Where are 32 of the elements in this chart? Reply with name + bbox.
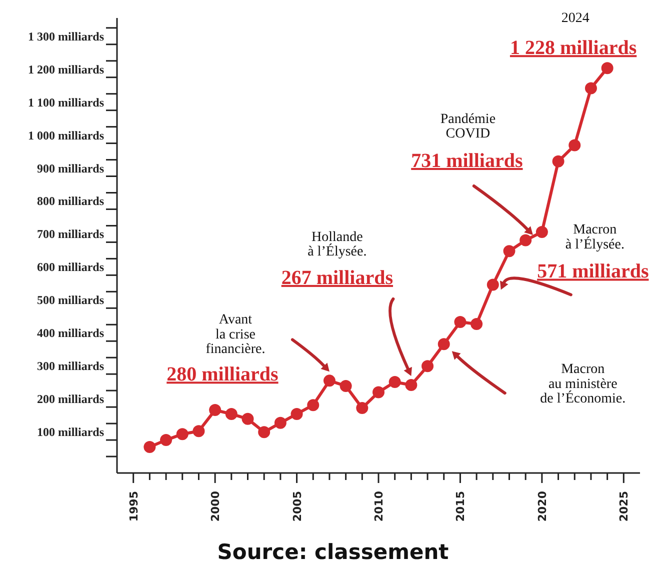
y-tick-label: 1 100 milliards [28, 95, 104, 110]
x-tick-label: 2025 [618, 491, 631, 522]
y-tick-label: 500 milliards [36, 293, 104, 308]
x-tick-label: 2020 [536, 490, 549, 522]
y-tick-label: 600 milliards [36, 260, 104, 274]
annotation: Avant la crise financière. [206, 312, 266, 358]
annotation: Macron au ministère de l’Économie. [540, 362, 626, 406]
annotation: Macron à l’Élysée. [565, 222, 624, 252]
annotation: 1 228 milliards [510, 37, 637, 60]
annotation: Pandémie COVID [440, 112, 496, 142]
y-tick-label: 800 milliards [36, 194, 104, 208]
annotation: 731 milliards [411, 150, 523, 172]
y-tick-label: 1 200 milliards [28, 62, 104, 76]
annotation: Hollande à l’Élysée. [308, 230, 367, 260]
x-tick-label: 2005 [290, 491, 304, 522]
y-tick-label: 100 milliards [36, 425, 104, 440]
y-tick-label: 400 milliards [36, 326, 104, 340]
y-tick-label: 1 000 milliards [28, 128, 104, 142]
annotation: 571 milliards [537, 260, 649, 283]
annotation: 267 milliards [281, 266, 394, 289]
y-tick-label: 200 milliards [36, 392, 104, 406]
y-tick-label: 300 milliards [36, 359, 104, 374]
y-tick-label: 700 milliards [36, 227, 104, 242]
source-note: Source: classement [216, 540, 450, 564]
x-tick-label: 2000 [209, 490, 222, 522]
annotation: 280 milliards [166, 364, 279, 386]
x-tick-label: 1995 [127, 491, 140, 522]
y-tick-label: 900 milliards [36, 161, 104, 176]
x-tick-label: 2015 [454, 491, 468, 522]
y-tick-label: 1 300 milliards [28, 29, 104, 44]
x-tick-label: 2010 [372, 490, 386, 522]
annotation: 2024 [561, 11, 590, 26]
